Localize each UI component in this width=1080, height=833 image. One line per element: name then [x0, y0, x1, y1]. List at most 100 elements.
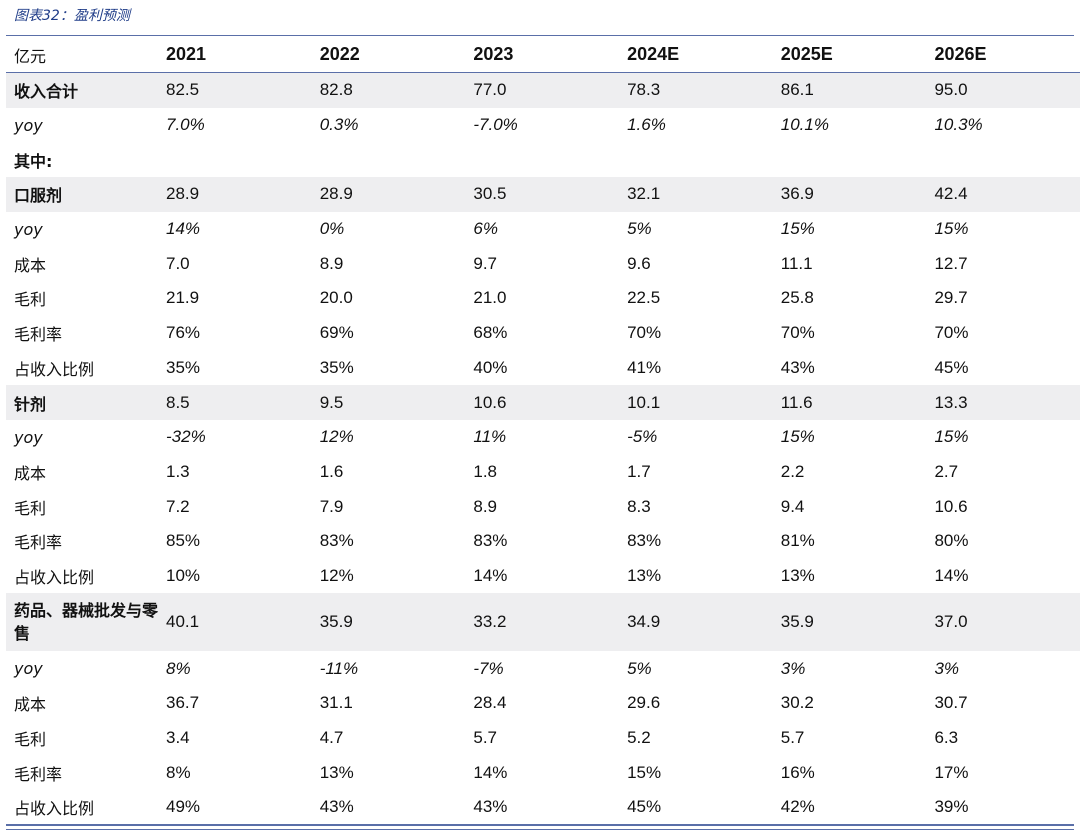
row-label: 收入合计 — [6, 72, 158, 108]
table-cell: -11% — [319, 658, 359, 678]
table-cell: 43% — [319, 797, 354, 817]
table-cell: 8% — [166, 658, 191, 678]
table-cell: 78.3 — [619, 72, 773, 108]
table-row: yoy 14% 0% 6% 5% 15% 15% — [6, 212, 1080, 247]
table-cell: 29.6 — [627, 693, 661, 713]
table-cell: 80% — [934, 531, 969, 551]
row-label: 毛利率 — [14, 325, 63, 345]
table-cell: 5% — [627, 658, 652, 678]
table-cell: 1.6 — [319, 461, 344, 481]
row-label: 占收入比例 — [14, 567, 95, 587]
table-cell: 3% — [934, 658, 960, 678]
table-cell — [926, 142, 1080, 177]
table-cell: 32.1 — [619, 177, 773, 212]
table-cell: -5% — [627, 427, 658, 447]
table-cell: 7.9 — [319, 496, 344, 516]
table-cell: 69% — [319, 323, 354, 343]
row-label: yoy — [14, 427, 43, 447]
table-cell — [619, 142, 773, 177]
header-row: 亿元 2021 2022 2023 2024E 2025E 2026E — [6, 37, 1080, 73]
row-label: 其中: — [14, 151, 53, 171]
table-cell: 70% — [934, 323, 969, 343]
table-cell: 16% — [780, 762, 815, 782]
table-cell: 31.1 — [319, 693, 353, 713]
table-cell: 1.3 — [166, 461, 190, 481]
year-header-2022: 2022 — [311, 37, 466, 73]
table-cell: 42.4 — [926, 177, 1080, 212]
table-cell: 37.0 — [926, 593, 1080, 652]
row-label: 毛利率 — [14, 533, 63, 553]
table-cell: 0.3% — [319, 115, 359, 135]
table-cell: 14% — [166, 219, 201, 239]
table-cell: 81% — [780, 531, 815, 551]
table-cell: 8.3 — [627, 496, 651, 516]
row-label: yoy — [14, 659, 43, 679]
table-cell: 6% — [473, 219, 498, 239]
table-cell: 15% — [934, 219, 969, 239]
table-cell: 9.7 — [473, 253, 498, 273]
table-cell: 1.6% — [627, 115, 666, 135]
year-header-2024e: 2024E — [619, 37, 773, 73]
row-label: 占收入比例 — [14, 799, 95, 819]
table-cell: 5.2 — [627, 728, 651, 748]
table-cell: 21.0 — [473, 288, 507, 308]
table-cell: 14% — [473, 762, 508, 782]
table-cell: 15% — [627, 762, 662, 782]
table-cell: 11% — [473, 427, 507, 447]
table-cell: 0% — [319, 219, 345, 239]
table-cell: 10.1% — [780, 115, 829, 135]
table-cell: 77.0 — [465, 72, 620, 108]
row-label: 占收入比例 — [14, 359, 95, 379]
table-cell: 85% — [166, 531, 201, 551]
table-cell: 36.7 — [166, 693, 200, 713]
row-label: 毛利率 — [14, 764, 63, 784]
table-row: 成本 1.3 1.6 1.8 1.7 2.2 2.7 — [6, 455, 1080, 490]
table-cell: 82.5 — [158, 72, 312, 108]
table-cell: 6.3 — [934, 728, 959, 748]
table-cell: -7.0% — [473, 115, 518, 135]
table-cell: 9.5 — [311, 385, 466, 420]
table-cell: -7% — [473, 658, 504, 678]
table-cell: 45% — [627, 797, 662, 817]
row-label: 成本 — [14, 463, 47, 483]
table-cell: 13% — [780, 565, 815, 585]
table-cell: 8.9 — [319, 253, 344, 273]
table-cell: 9.4 — [780, 496, 805, 516]
table-cell: 3% — [780, 658, 806, 678]
table-row: 毛利率 8% 13% 14% 15% 16% 17% — [6, 755, 1080, 790]
table-cell: 76% — [166, 323, 201, 343]
bottom-rule — [6, 824, 1074, 826]
table-cell: 40% — [473, 357, 508, 377]
table-cell: 13% — [319, 762, 354, 782]
figure-caption: 图表32：盈利预测 — [14, 8, 130, 24]
profit-forecast-table: 亿元 2021 2022 2023 2024E 2025E 2026E 收入合计… — [6, 37, 1080, 825]
table-row: 其中: — [6, 142, 1080, 177]
table-cell: 10.3% — [934, 115, 983, 135]
table-cell: 14% — [473, 565, 508, 585]
table-cell: 34.9 — [619, 593, 773, 652]
year-header-2025e: 2025E — [772, 37, 927, 73]
table-cell: 28.4 — [473, 693, 507, 713]
table-cell: 15% — [934, 427, 969, 447]
table-row: 毛利率 85% 83% 83% 83% 81% 80% — [6, 524, 1080, 559]
year-header-2023: 2023 — [465, 37, 620, 73]
table-cell — [312, 142, 466, 177]
table-cell: 40.1 — [158, 593, 312, 652]
table-cell: 10.1 — [619, 385, 773, 420]
table-cell: 70% — [627, 323, 662, 343]
table-cell: 83% — [319, 531, 354, 551]
table-cell: 95.0 — [926, 72, 1080, 108]
table-cell: 33.2 — [465, 593, 620, 652]
table-cell: 42% — [780, 797, 815, 817]
table-cell: 8% — [166, 762, 191, 782]
table-cell: 49% — [166, 797, 201, 817]
table-cell: 13.3 — [926, 385, 1080, 420]
table-cell: 35.9 — [311, 593, 466, 652]
table-cell: 43% — [780, 357, 815, 377]
table-cell: 35% — [319, 357, 354, 377]
table-cell: 7.0% — [166, 115, 205, 135]
table-cell: 15% — [780, 427, 815, 447]
table-row: 毛利 3.4 4.7 5.7 5.2 5.7 6.3 — [6, 721, 1080, 756]
table-cell: 35.9 — [772, 593, 927, 652]
table-cell: 13% — [627, 565, 662, 585]
